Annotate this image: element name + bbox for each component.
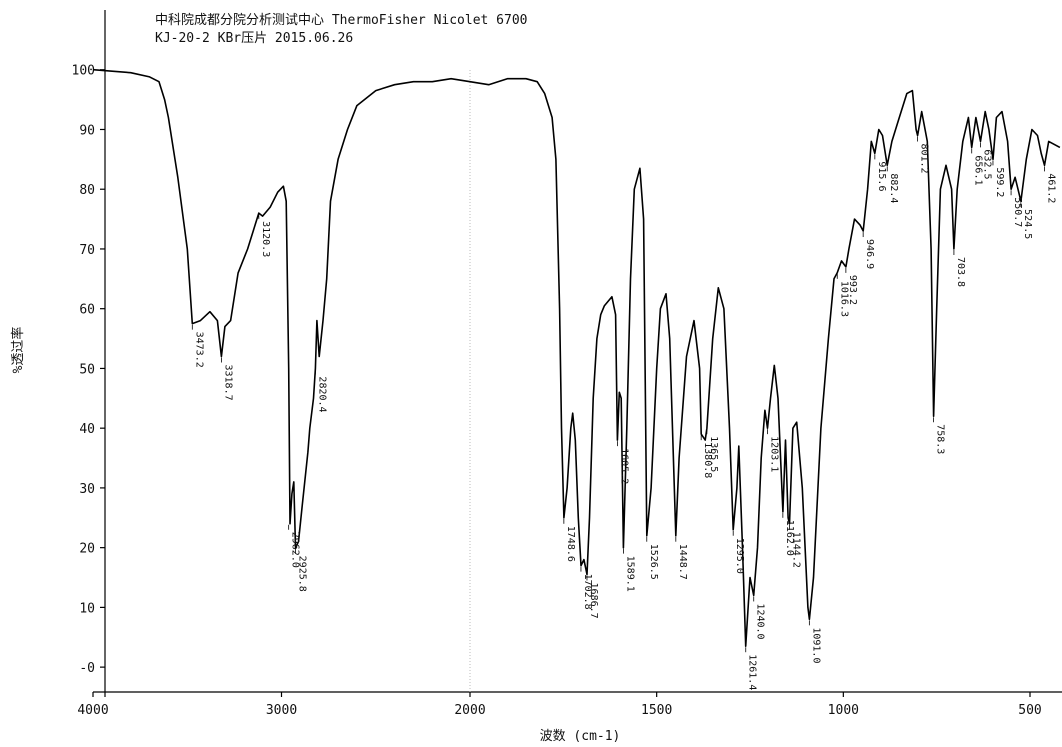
spectrum-line [92, 68, 1061, 647]
y-tick-label: -0 [79, 661, 95, 676]
peak-label: 1162.0 [784, 520, 795, 556]
x-tick-label: 500 [1018, 703, 1041, 718]
peak-label: 1261.4 [747, 654, 758, 690]
peak-label: 993.2 [847, 275, 858, 305]
peak-label: 3318.7 [222, 364, 233, 400]
chart-subtitle: KJ-20-2 KBr压片 2015.06.26 [155, 31, 353, 46]
peak-label: 3473.2 [193, 332, 204, 368]
y-axis-title: %透过率 [10, 327, 26, 374]
peak-label: 1526.5 [648, 544, 659, 580]
peak-label: 1365.5 [708, 436, 719, 472]
peak-label: 656.1 [973, 155, 984, 185]
peak-label: 2925.8 [296, 556, 307, 592]
peak-label: 1295.0 [734, 538, 745, 574]
y-tick-label: 80 [79, 183, 95, 198]
y-tick-label: 70 [79, 243, 95, 258]
y-tick-label: 90 [79, 123, 95, 138]
x-tick-label: 4000 [77, 703, 108, 718]
peak-label: 882.4 [888, 173, 899, 203]
x-tick-label: 1000 [828, 703, 859, 718]
y-tick-label: 30 [79, 482, 95, 497]
chart-title: 中科院成都分院分析测试中心 ThermoFisher Nicolet 6700 [155, 13, 528, 28]
peak-label: 1686.7 [588, 583, 599, 619]
peak-label: 1203.1 [769, 436, 780, 472]
peak-label: 1589.1 [624, 556, 635, 592]
y-tick-label: 40 [79, 422, 95, 437]
peak-label: 1605.2 [618, 448, 629, 484]
peak-label: 632.5 [982, 149, 993, 179]
peak-label: 3120.3 [260, 221, 271, 257]
peak-label: 915.6 [876, 161, 887, 191]
peak-label: 1448.7 [677, 544, 688, 580]
peak-label: 1016.3 [838, 281, 849, 317]
y-tick-label: 20 [79, 542, 95, 557]
y-tick-label: 100 [72, 64, 95, 79]
peak-label: 946.9 [864, 239, 875, 269]
peak-label: 599.2 [994, 167, 1005, 197]
peak-label: 1702.8 [582, 574, 593, 610]
x-axis-title: 波数 (cm-1) [540, 729, 621, 744]
peak-label: 2820.4 [316, 376, 327, 412]
y-tick-label: 10 [79, 601, 95, 616]
x-tick-label: 1500 [641, 703, 672, 718]
x-tick-label: 2000 [454, 703, 485, 718]
peak-label: 1091.0 [810, 627, 821, 663]
peak-label: 461.2 [1045, 173, 1056, 203]
peak-label: 1748.6 [565, 526, 576, 562]
peak-label: 703.8 [955, 257, 966, 287]
peak-label: 1144.2 [790, 532, 801, 568]
peak-label: 1240.0 [755, 603, 766, 639]
y-tick-label: 60 [79, 303, 95, 318]
y-tick-label: 50 [79, 362, 95, 377]
peak-label: 758.3 [935, 424, 946, 454]
peak-label: 524.5 [1022, 209, 1033, 239]
x-tick-label: 3000 [266, 703, 297, 718]
peak-label: 550.7 [1012, 197, 1023, 227]
peak-label: 801.2 [919, 143, 930, 173]
peak-label: 1380.8 [702, 442, 713, 478]
